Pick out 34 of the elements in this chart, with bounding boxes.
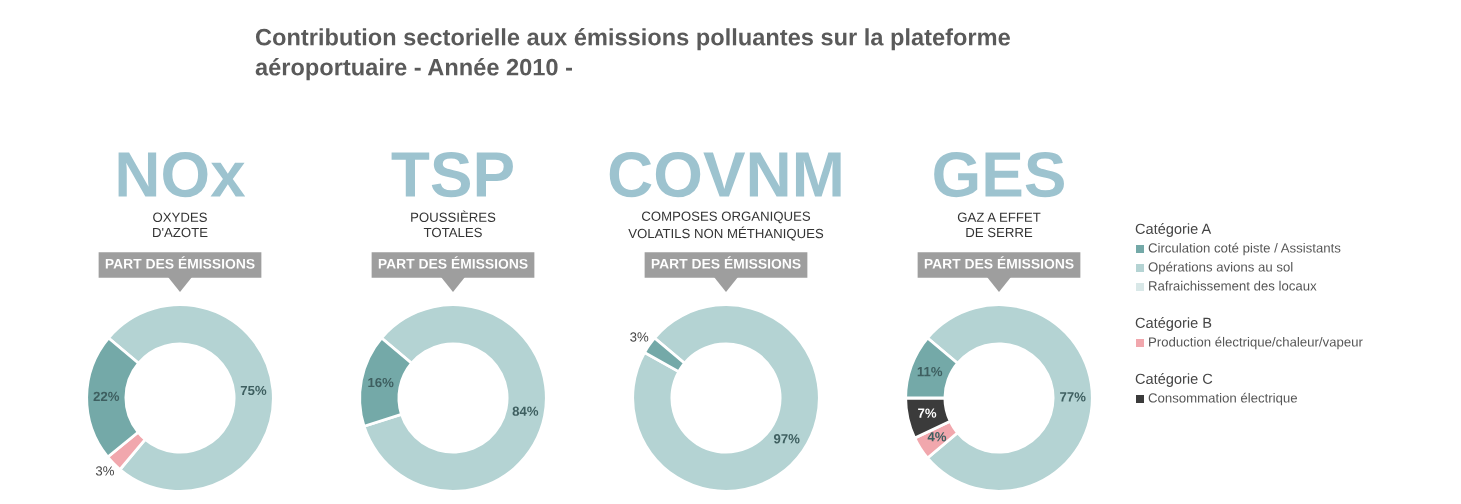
category-label: Consommation électrique [1148,392,1298,406]
data-label: 97% [773,434,800,444]
data-label: 3% [630,332,649,342]
chart-subtitle: COMPOSES ORGANIQUES VOLATILS NON MÉTHANIQUES [628,211,824,241]
data-label: 7% [918,408,937,418]
chart-subtitle: OXYDES D'AZOTE [153,212,208,238]
donut-slice [362,303,548,493]
data-label: 75% [240,385,267,396]
data-label: 11% [917,367,943,377]
chart-title: GES [934,151,1064,198]
text: PART DES ÉMISSIONS [105,256,255,269]
text: PART DES ÉMISSIONS [651,256,801,269]
chart-title: NOx [118,151,246,198]
text: Contribution sectorielle aux émissions polluantes sur la plateforme aéroportuaire - Année 2010 - [255,28,1010,81]
category-label: Opérations avions au sol [1148,261,1293,275]
category-label: Catégorie B [1135,317,1212,331]
data-label: 16% [368,377,394,388]
data-label: 77% [1060,392,1086,402]
text: PART DES ÉMISSIONS [924,256,1074,269]
category-label: Circulation coté piste / Assistants [1148,242,1341,256]
data-label: 3% [95,466,114,476]
donut-slice [631,303,821,493]
chart-title: COVNM [609,151,841,198]
data-label: 84% [512,406,539,416]
category-label: Catégorie C [1135,373,1213,387]
data-label: 22% [93,391,120,401]
category-label: Rafraichissement des locaux [1149,280,1317,291]
chart-subtitle: GAZ A EFFET DE SERRE [957,212,1041,238]
data-label: 4% [927,432,947,442]
text: PART DES ÉMISSIONS [378,256,528,269]
chart-title: TSP [391,151,513,198]
category-label: Production électrique/chaleur/vapeur [1149,336,1363,350]
category-label: Catégorie A [1135,223,1212,237]
chart-subtitle: POUSSIÈRES TOTALES [411,210,496,238]
